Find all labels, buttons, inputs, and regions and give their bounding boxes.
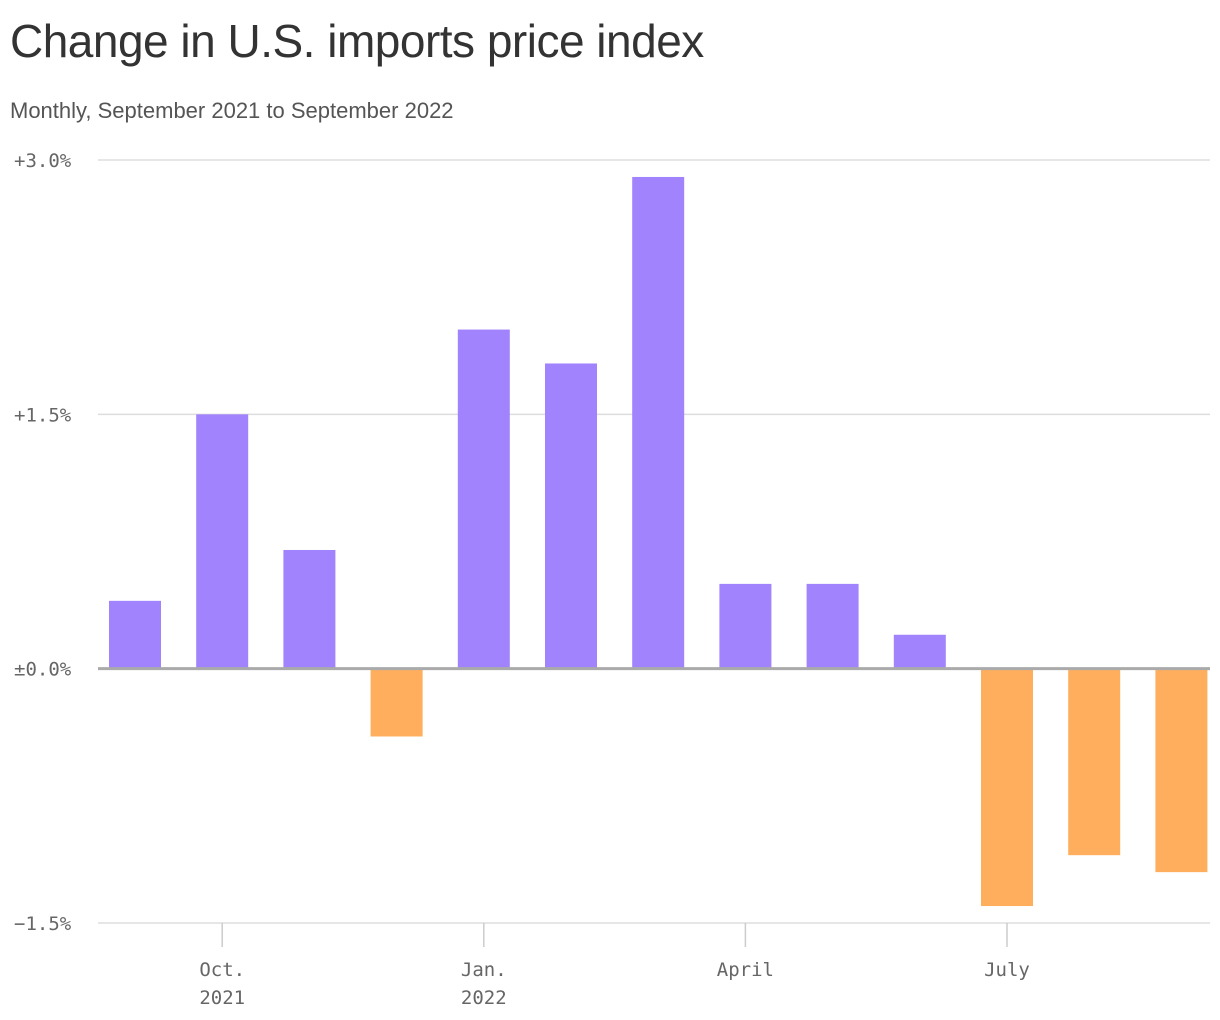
y-tick-label: ±0.0%: [14, 659, 72, 681]
x-tick-year-label: 2021: [199, 987, 245, 1009]
y-tick-label: −1.5%: [14, 913, 72, 935]
bar: [196, 414, 249, 669]
bar: [981, 668, 1033, 907]
bar: [370, 668, 423, 737]
x-tick-label: July: [984, 959, 1030, 981]
y-tick-label: +3.0%: [14, 150, 72, 172]
axes: +3.0% +1.5% ±0.0% −1.5% Oct. 2021 Jan. 2022 Apri…: [14, 150, 1210, 1009]
chart-title: Change in U.S. imports price index: [10, 15, 704, 67]
x-tick-label: Jan.: [461, 959, 507, 981]
bar: [545, 363, 597, 669]
bar: [1155, 668, 1208, 873]
bars: [109, 176, 1208, 907]
bar: [109, 600, 161, 669]
bar: [806, 583, 859, 669]
x-tick-label: Oct.: [199, 959, 245, 981]
x-tick-year-label: 2022: [461, 987, 507, 1009]
bar: [457, 329, 510, 669]
bar: [893, 634, 946, 669]
x-tick-label: April: [717, 959, 774, 981]
bar: [283, 549, 336, 669]
bar: [632, 176, 685, 669]
bar: [1068, 668, 1121, 856]
bar: [719, 583, 772, 669]
chart-subtitle: Monthly, September 2021 to September 202…: [10, 98, 454, 123]
y-tick-label: +1.5%: [14, 404, 72, 426]
